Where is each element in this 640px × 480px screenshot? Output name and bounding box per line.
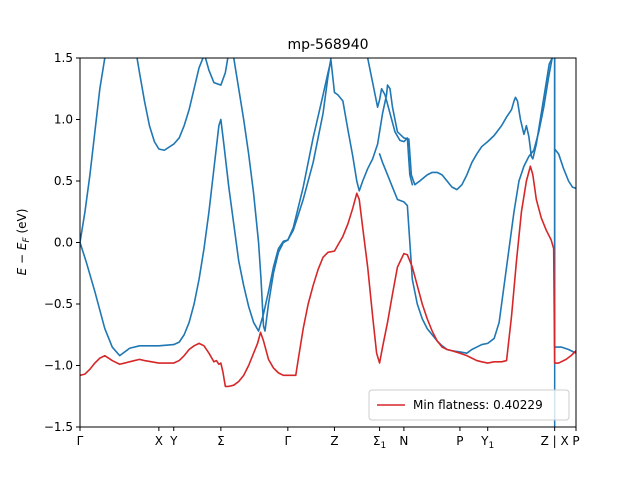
x-tick-label: P	[456, 434, 463, 448]
legend-label: Min flatness: 0.40229	[413, 398, 543, 412]
series-line-band-gamma-v	[232, 58, 289, 332]
ylabel-op: −	[15, 250, 29, 268]
x-tick-label: Σ1	[373, 434, 386, 451]
axes: −1.5 −1.0 −0.5 0.0 0.5 1.0 1.5 Γ X Y Σ Γ Z Σ1 N P Y1 Z | …	[44, 51, 580, 451]
series-line-band-lower-blue	[80, 58, 553, 357]
series-line-band-upper-blue-mid	[136, 58, 204, 152]
ylabel-sub: F	[22, 237, 32, 243]
x-tick-label: Y1	[480, 434, 494, 451]
y-tick-label: 0.5	[54, 174, 73, 188]
y-tick-label: 1.0	[54, 113, 73, 127]
series-line-band-sigma1-upper	[366, 58, 414, 186]
series-line-band-sigma-peak	[204, 58, 229, 86]
series-line-band-right-low	[553, 346, 576, 354]
series-line-band-n-low	[378, 58, 553, 354]
y-tick-label: −1.5	[44, 420, 73, 434]
y-tick-label: −0.5	[44, 297, 73, 311]
y-tick-label: 0.0	[54, 236, 73, 250]
ylabel-unit: (eV)	[15, 209, 29, 238]
chart-title: mp-568940	[287, 37, 368, 53]
x-tick-label: P	[572, 434, 579, 448]
x-tick-label: N	[399, 434, 408, 448]
x-tick-label: Σ	[217, 434, 225, 448]
series-line-band-right-stub	[553, 148, 576, 190]
series-line-band-red-min-flatness	[80, 165, 576, 388]
x-tick-label: X	[155, 434, 163, 448]
legend: Min flatness: 0.40229	[368, 389, 570, 421]
x-tick-label: Z | X	[541, 434, 569, 448]
y-tick-label: 1.5	[54, 51, 73, 65]
x-tick-label: Y	[169, 434, 178, 448]
ylabel-ef: E	[15, 242, 29, 250]
x-tick-label: Γ	[284, 434, 291, 448]
y-axis-label: E − EF (eV)	[15, 209, 32, 276]
series-line-band-upper-blue-left	[80, 58, 106, 244]
ylabel-e: E	[15, 267, 29, 275]
series-line-band-z-sigma1	[287, 58, 332, 241]
y-tick-label: −1.0	[44, 359, 73, 373]
plot-area	[80, 58, 576, 427]
series-group	[80, 58, 576, 427]
svg-text:E − EF (eV): E − EF (eV)	[15, 209, 32, 276]
x-tick-label: Γ	[77, 434, 84, 448]
x-tick-label: Z	[330, 434, 338, 448]
legend-box	[368, 389, 570, 421]
